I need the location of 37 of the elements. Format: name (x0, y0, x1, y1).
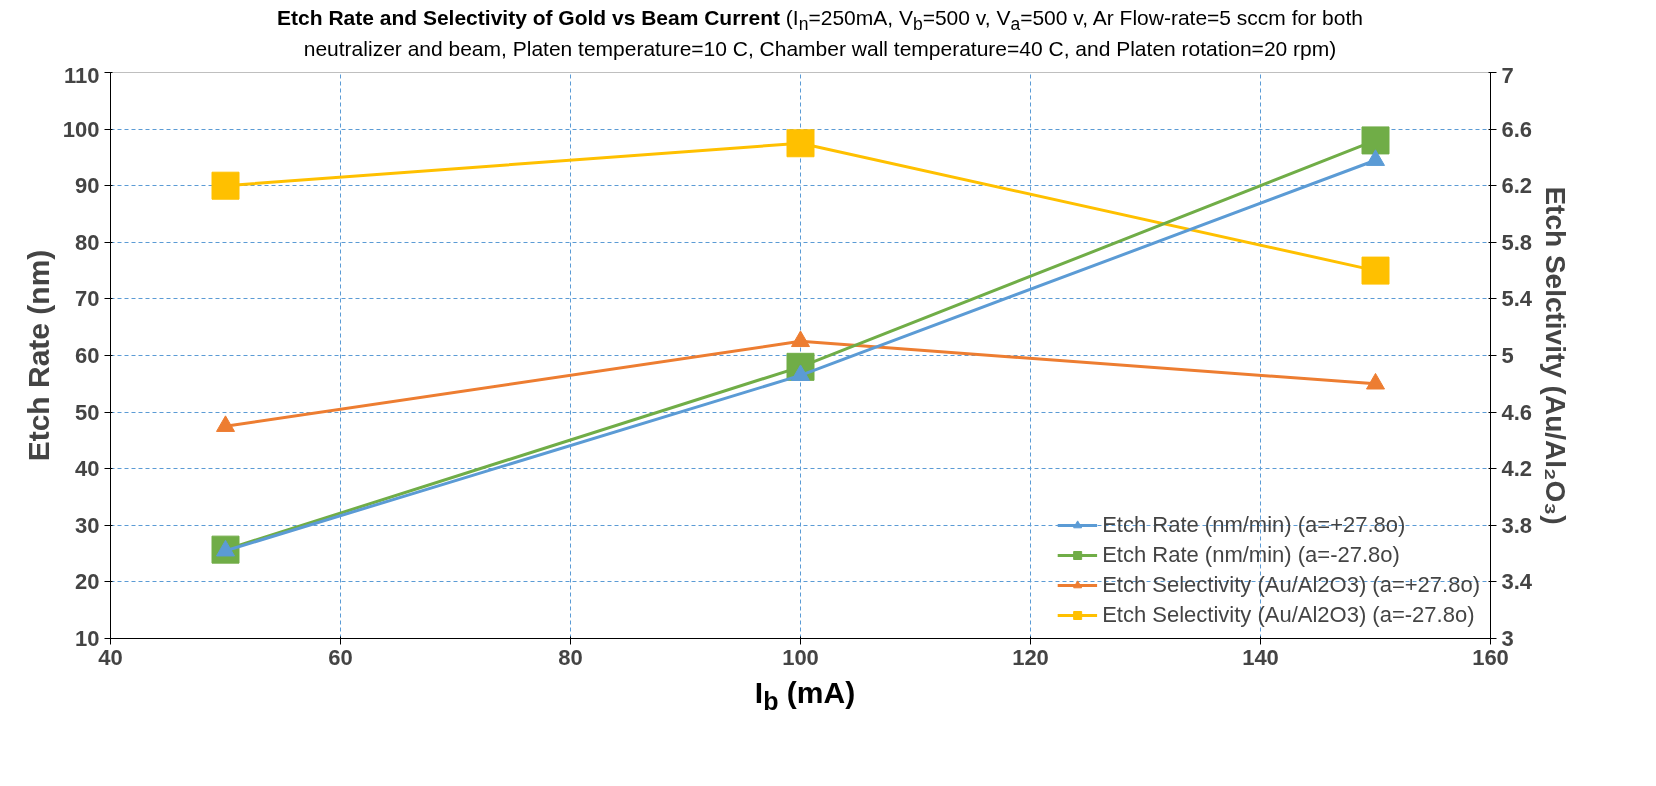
y2-axis-title: Etch Selctivity (Au/Al₂O₃) (1540, 186, 1572, 525)
y2-tick-label: 5.8 (1501, 230, 1533, 256)
x-tick-label: 140 (1242, 644, 1279, 670)
y2-tick-label: 3.8 (1501, 513, 1533, 539)
y-tick-label: 20 (75, 569, 100, 595)
x-tick-label: 100 (782, 644, 819, 670)
y-tick-label: 10 (75, 626, 100, 652)
x-tick-label: 40 (98, 644, 123, 670)
chart-title: Etch Rate and Selectivity of Gold vs Beam Current (277, 6, 781, 29)
y2-tick-label: 6.6 (1501, 116, 1533, 142)
x-tick-label: 120 (1012, 644, 1049, 670)
y-axis-title: Etch Rate (nm) (21, 249, 55, 462)
y2-tick-label: 5 (1501, 343, 1514, 369)
x-tick-label: 80 (558, 644, 583, 670)
y-tick-label: 110 (64, 62, 100, 88)
point (1361, 126, 1390, 155)
y-tick-label: 60 (75, 343, 100, 369)
y-tick-label: 80 (75, 230, 100, 256)
y2-tick-label: 4.2 (1501, 456, 1533, 482)
point (1366, 149, 1385, 167)
y-tick-label: 50 (75, 399, 100, 425)
y-tick-label: 30 (75, 513, 100, 539)
y-tick-label: 70 (75, 286, 100, 312)
y2-tick-label: 7 (1501, 62, 1514, 88)
legend-label: Etch Rate (nm/min) (a=-27.8o) (1102, 542, 1400, 569)
y2-tick-label: 3.4 (1501, 569, 1533, 595)
legend-label: Etch Rate (nm/min) (a=+27.8o) (1102, 512, 1406, 539)
y-tick-label: 100 (62, 116, 100, 142)
x-axis-title: I$_{b}$ (mA) (753, 675, 857, 718)
x-tick-label: 60 (328, 644, 353, 670)
y2-tick-label: 4.6 (1501, 399, 1533, 425)
y2-tick-label: 5.4 (1501, 286, 1533, 312)
y2-tick-label: 6.2 (1501, 173, 1533, 199)
y-tick-label: 40 (75, 456, 100, 482)
legend-label: Etch Selectivity (Au/Al2O3) (a=+27.8o) (1102, 572, 1480, 599)
legend-label: Etch Selectivity (Au/Al2O3) (a=-27.8o) (1102, 602, 1475, 629)
y-tick-label: 90 (75, 173, 100, 199)
